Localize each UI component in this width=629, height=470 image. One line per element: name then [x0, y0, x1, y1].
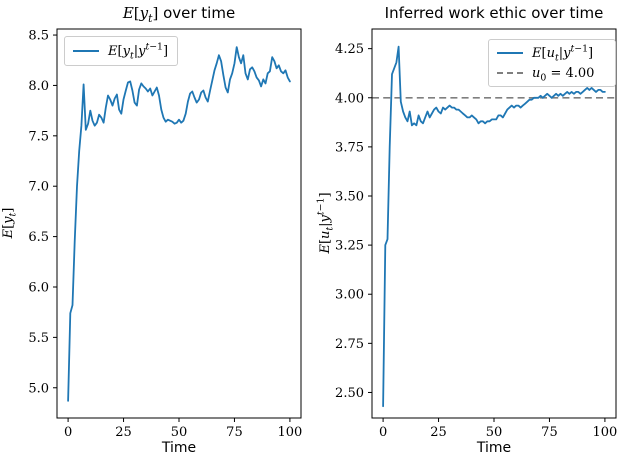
right-y-tick-label: 4.00 — [335, 91, 364, 106]
right-y-tick-label: 3.50 — [335, 189, 364, 204]
left-y-tick-label: 7.5 — [28, 129, 49, 144]
left-x-axis-label: Time — [161, 440, 197, 456]
right-x-tick-label: 75 — [541, 425, 558, 440]
left-y-tick-label: 5.5 — [28, 331, 49, 346]
right-y-tick-label: 4.25 — [335, 42, 364, 57]
right-plot-legend: E[ut|yt−1] u0 = 4.00 — [488, 39, 616, 87]
left-plot-legend: E[yt|yt−1] — [64, 36, 178, 66]
legend-dashed-swatch — [497, 72, 523, 74]
left-y-tick-label: 5.0 — [28, 381, 49, 396]
right-y-tick-label: 3.75 — [335, 140, 364, 155]
legend-label: u0 = 4.00 — [532, 65, 595, 84]
left-y-tick-label: 6.0 — [28, 280, 49, 295]
legend-line-swatch — [497, 52, 523, 54]
legend-entry: u0 = 4.00 — [497, 63, 607, 83]
left-y-tick-label: 7.0 — [28, 180, 49, 195]
legend-entry: E[ut|yt−1] — [497, 43, 607, 63]
right-x-axis-label: Time — [476, 440, 512, 456]
left-y-tick-label: 8.0 — [28, 79, 49, 94]
left-x-tick-label: 75 — [226, 425, 243, 440]
left-y-tick-label: 6.5 — [28, 230, 49, 245]
right-data-line — [382, 45, 606, 408]
left-y-axis-label: E[yt] — [1, 207, 19, 239]
right-y-tick-label: 2.75 — [335, 337, 364, 352]
legend-line-swatch — [73, 50, 99, 52]
right-plot-area: 0 25 50 75 100 2.50 2.75 3.00 3.25 3.50 3.75 4.00 4.… — [335, 28, 617, 440]
right-y-tick-label: 3.00 — [335, 288, 364, 303]
legend-label: E[yt|yt−1] — [108, 41, 169, 62]
left-y-tick-label: 8.5 — [28, 29, 49, 44]
right-plot-title: Inferred work ethic over time — [384, 4, 604, 22]
left-x-tick-label: 100 — [277, 425, 302, 440]
right-y-axis-label: E[ut|yt−1] — [315, 192, 336, 254]
left-plot-title: E[yt] over time — [122, 4, 236, 25]
legend-entry: E[yt|yt−1] — [73, 41, 169, 61]
right-y-tick-label: 2.50 — [335, 386, 364, 401]
left-axes-frame — [56, 28, 302, 419]
left-data-line — [67, 46, 291, 402]
legend-label: E[ut|yt−1] — [532, 43, 594, 64]
right-x-tick-label: 25 — [430, 425, 447, 440]
right-x-tick-label: 0 — [379, 425, 387, 440]
right-y-tick-label: 3.25 — [335, 239, 364, 254]
right-x-tick-label: 100 — [592, 425, 617, 440]
left-x-tick-label: 25 — [115, 425, 132, 440]
left-x-tick-label: 50 — [171, 425, 188, 440]
left-x-tick-label: 0 — [64, 425, 72, 440]
right-axes-frame — [371, 28, 617, 419]
right-x-tick-label: 50 — [486, 425, 503, 440]
left-plot-area: 0 25 50 75 100 5.0 5.5 6.0 6.5 7.0 7.5 8.0 8.5 — [28, 28, 302, 440]
